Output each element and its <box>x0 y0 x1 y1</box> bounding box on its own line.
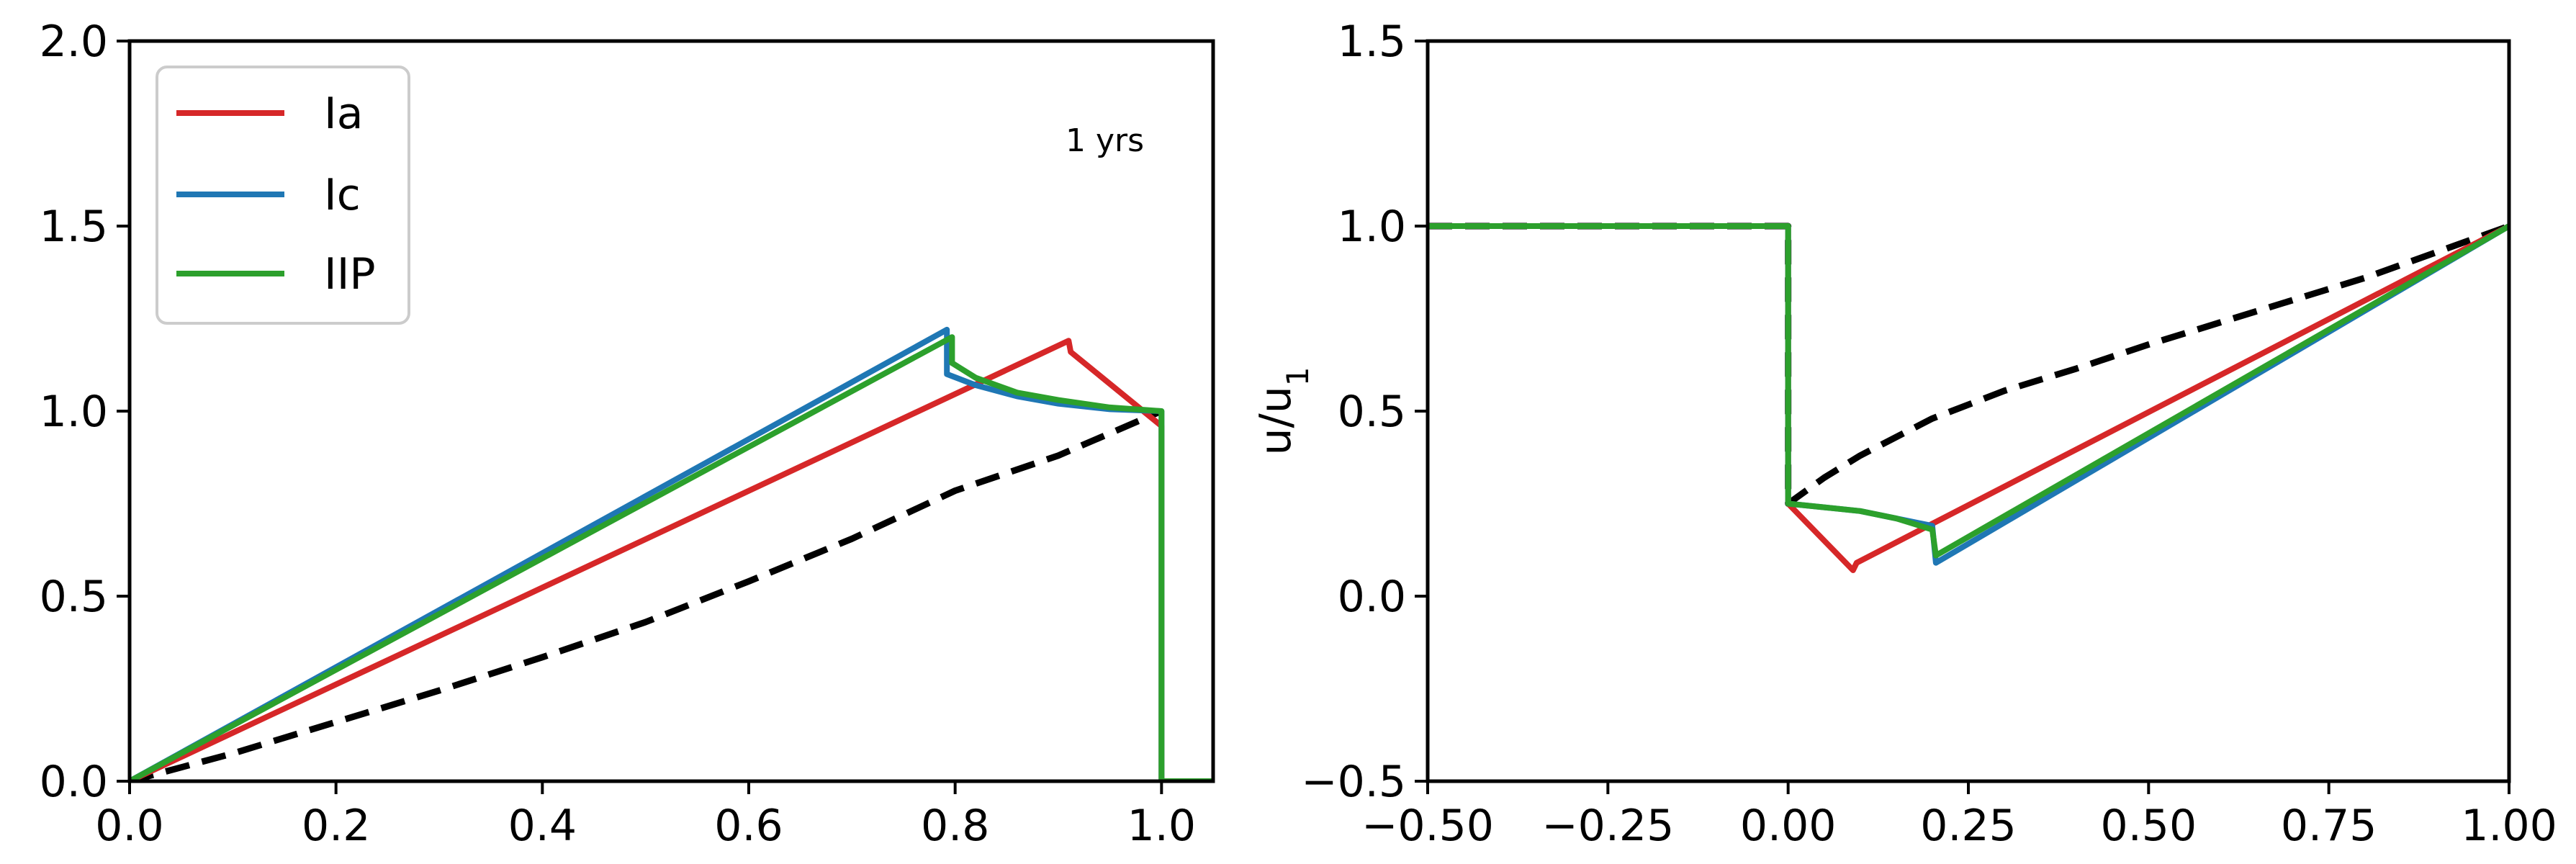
right-x-tick-label-0: −0.50 <box>1361 801 1494 851</box>
left-x-tick-label-2: 0.4 <box>508 801 577 851</box>
right-y-tick-label-1: 0.0 <box>1338 572 1406 622</box>
left-panel: 0.0 0.2 0.4 0.6 0.8 1.0 0.0 0.5 1.0 1.5 2.0 1 yrs… <box>40 17 1215 851</box>
right-y-tick-label-0: −0.5 <box>1301 757 1406 807</box>
right-series-iip <box>1428 223 2509 559</box>
left-x-tick-label-4: 0.8 <box>921 801 989 851</box>
left-series-iip <box>130 334 1213 781</box>
right-series-group <box>1428 222 2509 573</box>
right-y-axis-label-subscript: 1 <box>1280 366 1315 386</box>
right-x-ticks: −0.50 −0.25 0.00 0.25 0.50 0.75 1.00 <box>1361 781 2557 851</box>
left-x-ticks: 0.0 0.2 0.4 0.6 0.8 1.0 <box>95 781 1196 851</box>
left-y-tick-label-4: 2.0 <box>40 17 108 67</box>
legend-label-iip: IIP <box>324 249 376 300</box>
left-y-tick-label-1: 0.5 <box>40 572 108 622</box>
left-x-tick-label-0: 0.0 <box>95 801 163 851</box>
right-y-tick-label-4: 1.5 <box>1338 17 1406 67</box>
left-x-tick-label-3: 0.6 <box>714 801 783 851</box>
right-y-ticks: −0.5 0.0 0.5 1.0 1.5 <box>1301 17 1428 807</box>
right-x-tick-label-4: 0.50 <box>2101 801 2197 851</box>
time-annotation: 1 yrs <box>1066 122 1144 159</box>
left-y-ticks: 0.0 0.5 1.0 1.5 2.0 <box>40 17 130 807</box>
left-series-reference-dashed <box>130 408 1163 781</box>
left-series-ia <box>130 338 1213 781</box>
right-y-tick-label-2: 0.5 <box>1338 387 1406 437</box>
left-y-tick-label-3: 1.5 <box>40 202 108 252</box>
right-x-tick-label-5: 0.75 <box>2281 801 2377 851</box>
left-y-tick-label-0: 0.0 <box>40 757 108 807</box>
right-y-axis-label-main: u/u <box>1251 386 1301 455</box>
legend-label-ia: Ia <box>324 89 363 139</box>
right-x-tick-label-1: −0.25 <box>1541 801 1674 851</box>
left-series-group <box>130 326 1213 781</box>
right-series-reference-dashed <box>1428 222 2509 507</box>
legend: Ia Ic IIP <box>156 66 410 325</box>
right-x-tick-label-2: 0.00 <box>1740 801 1837 851</box>
left-x-tick-label-1: 0.2 <box>302 801 370 851</box>
right-x-tick-label-3: 0.25 <box>1920 801 2017 851</box>
left-x-tick-label-5: 1.0 <box>1127 801 1196 851</box>
left-y-tick-label-2: 1.0 <box>40 387 108 437</box>
right-panel: −0.50 −0.25 0.00 0.25 0.50 0.75 1.00 −0.5 0.0 0.… <box>1251 17 2557 851</box>
right-y-tick-label-3: 1.0 <box>1338 202 1406 252</box>
right-x-tick-label-6: 1.00 <box>2461 801 2557 851</box>
right-y-axis-label: u/u1 <box>1251 366 1315 455</box>
legend-label-ic: Ic <box>324 170 361 220</box>
